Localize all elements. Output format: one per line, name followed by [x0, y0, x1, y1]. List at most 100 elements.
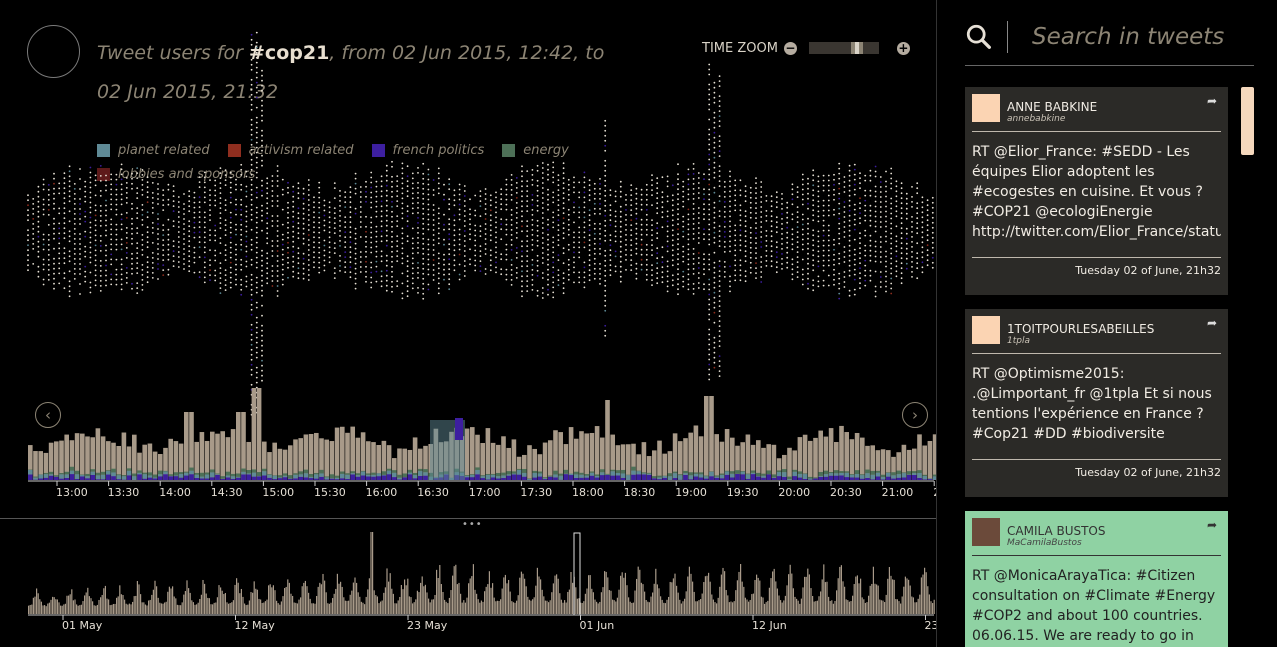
histogram-bar[interactable]: [662, 453, 667, 480]
histogram-bar[interactable]: [314, 432, 319, 480]
share-icon[interactable]: ➦: [1207, 518, 1218, 532]
histogram-bar[interactable]: [782, 454, 787, 480]
histogram-bar[interactable]: [303, 434, 309, 480]
histogram-bar[interactable]: [839, 425, 844, 480]
histogram-bar[interactable]: [350, 426, 355, 480]
histogram-bar[interactable]: [730, 437, 735, 480]
histogram-bar[interactable]: [610, 434, 615, 480]
histogram-bar[interactable]: [204, 440, 210, 480]
histogram-bar[interactable]: [870, 445, 875, 480]
histogram-bar[interactable]: [636, 454, 641, 480]
histogram-bar[interactable]: [95, 428, 101, 480]
histogram-bar[interactable]: [771, 444, 777, 480]
tweet-card[interactable]: CAMILA BUSTOS MaCamilaBustos ➦ RT @Monic…: [965, 511, 1228, 647]
histogram-bar[interactable]: [282, 449, 288, 480]
histogram-bar[interactable]: [891, 456, 896, 480]
histogram-bar[interactable]: [485, 428, 491, 480]
histogram-bar[interactable]: [740, 442, 745, 480]
histogram-bar[interactable]: [236, 412, 241, 480]
histogram-bar[interactable]: [906, 449, 912, 480]
histogram-bar[interactable]: [776, 458, 782, 480]
search-input[interactable]: [1030, 22, 1254, 51]
histogram-bar[interactable]: [584, 433, 589, 480]
histogram-bar[interactable]: [329, 441, 335, 480]
histogram-bar[interactable]: [657, 440, 662, 480]
histogram-bar[interactable]: [724, 429, 730, 480]
histogram-bar[interactable]: [787, 447, 792, 480]
histogram-bar[interactable]: [667, 451, 673, 480]
histogram-bar[interactable]: [605, 400, 610, 480]
histogram-bar[interactable]: [126, 446, 132, 480]
zoom-slider-thumb[interactable]: [850, 42, 863, 54]
histogram-bar[interactable]: [563, 444, 569, 480]
histogram-bar[interactable]: [548, 440, 553, 480]
histogram-bar[interactable]: [397, 448, 402, 480]
histogram-bar[interactable]: [402, 448, 407, 480]
search-icon[interactable]: [965, 22, 993, 52]
histogram-bar[interactable]: [542, 442, 548, 480]
histogram-bar[interactable]: [849, 439, 855, 480]
histogram-bar[interactable]: [912, 448, 917, 480]
histogram-bar[interactable]: [319, 438, 324, 480]
histogram-bar[interactable]: [423, 445, 428, 480]
legend-item[interactable]: activism related: [227, 138, 354, 162]
histogram-bar[interactable]: [828, 428, 834, 480]
histogram-bar[interactable]: [865, 445, 870, 480]
histogram-bar[interactable]: [33, 451, 38, 480]
histogram-bar[interactable]: [683, 438, 688, 480]
histogram-bar[interactable]: [251, 388, 257, 480]
histogram-bar[interactable]: [761, 447, 766, 480]
next-arrow-button[interactable]: ›: [902, 402, 928, 428]
histogram-bar[interactable]: [750, 444, 756, 480]
histogram-bar[interactable]: [522, 454, 527, 480]
histogram-bar[interactable]: [418, 448, 423, 480]
legend-item[interactable]: energy: [502, 138, 569, 162]
histogram-bar[interactable]: [407, 449, 413, 480]
histogram-bar[interactable]: [579, 431, 584, 480]
histogram-bar[interactable]: [168, 438, 173, 480]
histogram-bar[interactable]: [334, 427, 340, 480]
histogram-bar[interactable]: [54, 441, 59, 480]
histogram-bar[interactable]: [631, 443, 636, 480]
histogram-bar[interactable]: [256, 388, 262, 480]
histogram-bar[interactable]: [496, 444, 501, 480]
share-icon[interactable]: ➦: [1207, 316, 1218, 330]
histogram-bar[interactable]: [230, 429, 236, 480]
previous-arrow-button[interactable]: ‹: [35, 402, 61, 428]
histogram-bar[interactable]: [709, 396, 714, 480]
histogram-bar[interactable]: [646, 456, 652, 480]
histogram-bar[interactable]: [392, 458, 397, 480]
histogram-bar[interactable]: [158, 454, 163, 480]
histogram-bar[interactable]: [860, 437, 865, 480]
histogram-bar[interactable]: [184, 412, 189, 480]
histogram-bar[interactable]: [537, 454, 543, 480]
histogram-bar[interactable]: [672, 433, 678, 480]
histogram-bar[interactable]: [698, 436, 704, 480]
histogram-bar[interactable]: [932, 434, 936, 480]
histogram-bar[interactable]: [532, 448, 537, 480]
histogram-bar[interactable]: [641, 442, 647, 480]
histogram-bar[interactable]: [324, 439, 329, 480]
histogram-bar[interactable]: [147, 443, 153, 480]
histogram-bar[interactable]: [246, 441, 251, 480]
tweets-scrollbar[interactable]: [1241, 87, 1254, 155]
histogram-bar[interactable]: [199, 432, 205, 480]
histogram-bar[interactable]: [854, 432, 860, 480]
histogram-bar[interactable]: [412, 437, 418, 480]
histogram-bar[interactable]: [288, 445, 293, 480]
plus-circle-icon[interactable]: +: [896, 40, 910, 55]
histogram-bar[interactable]: [137, 452, 142, 480]
histogram-bars[interactable]: [28, 388, 936, 480]
histogram-bar[interactable]: [189, 412, 194, 480]
histogram-bar[interactable]: [844, 432, 849, 480]
histogram-bar[interactable]: [875, 450, 881, 480]
histogram-bar[interactable]: [896, 452, 901, 480]
histogram-bar[interactable]: [308, 433, 314, 480]
share-icon[interactable]: ➦: [1207, 94, 1218, 108]
histogram-bar[interactable]: [558, 432, 563, 480]
histogram-bar[interactable]: [823, 436, 829, 480]
histogram-bar[interactable]: [475, 434, 480, 480]
histogram-bar[interactable]: [745, 434, 751, 480]
histogram-bar[interactable]: [678, 441, 683, 480]
